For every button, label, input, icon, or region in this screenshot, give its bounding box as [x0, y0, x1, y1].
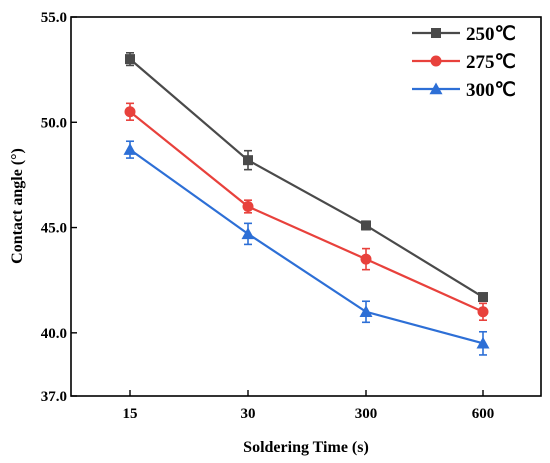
y-tick-label-3: 50.0: [41, 115, 67, 131]
x-tick-label-1: 30: [241, 406, 256, 422]
data-point-0-2: [361, 220, 371, 231]
legend-label-1: 275℃: [466, 52, 516, 73]
y-tick-label-1: 40.0: [41, 326, 67, 342]
legend-marker-1: [430, 55, 442, 67]
data-point-2-0: [123, 143, 137, 155]
data-point-0-1: [243, 155, 253, 166]
axes: 37.0 40.0 45.0 50.0 55.0 15 30 300 600: [41, 10, 542, 422]
legend-label-0: 250℃: [466, 24, 516, 45]
data-point-1-0: [124, 106, 136, 118]
data-point-1-3: [477, 306, 489, 318]
data-point-0-0: [125, 54, 135, 65]
y-tick-label-0: 37.0: [41, 389, 67, 405]
data-point-2-3: [476, 336, 490, 349]
x-tick-label-3: 600: [472, 406, 495, 422]
data-point-1-1: [242, 201, 254, 212]
legend-marker-0: [431, 28, 441, 38]
series-line-1: [129, 110, 484, 313]
plot-area: [123, 51, 490, 356]
legend-marker-2: [429, 82, 443, 95]
series-line-2: [129, 148, 484, 345]
x-tick-label-2: 300: [355, 406, 378, 422]
series-line-0: [129, 58, 484, 298]
x-axis-title: Soldering Time (s): [243, 439, 369, 456]
data-point-0-3: [478, 292, 488, 303]
y-axis-title: Contact angle (°): [9, 148, 26, 264]
plot-frame: [70, 16, 542, 397]
x-tick-label-0: 15: [123, 406, 138, 422]
legend: 250℃ 275℃ 300℃: [412, 24, 516, 101]
y-tick-label-2: 45.0: [41, 221, 67, 237]
y-tick-label-4: 55.0: [41, 10, 67, 26]
data-point-1-2: [360, 253, 372, 265]
data-point-2-2: [359, 305, 373, 317]
legend-label-2: 300℃: [466, 80, 516, 101]
data-point-2-1: [241, 227, 255, 240]
